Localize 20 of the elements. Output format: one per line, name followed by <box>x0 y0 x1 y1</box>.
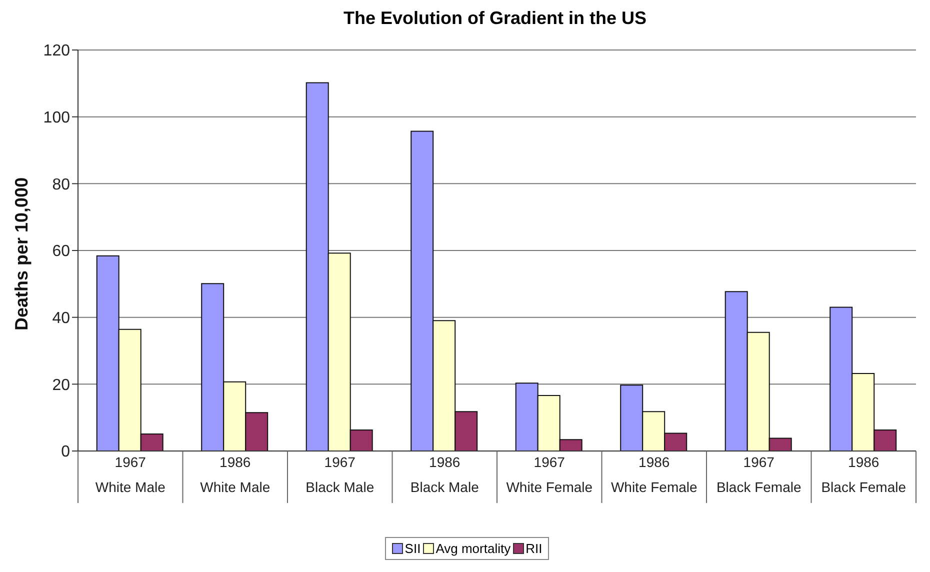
y-tick-label: 80 <box>52 176 70 194</box>
x-tick-label: 1986 Black Male <box>410 454 480 495</box>
chart-title: The Evolution of Gradient in the US <box>342 8 648 30</box>
y-tick-label: 20 <box>52 376 70 394</box>
x-tick-label: 1986 White Female <box>610 454 698 495</box>
y-tick-label: 120 <box>43 42 70 60</box>
x-tick-label: 1967 White Female <box>506 454 593 495</box>
x-tick-label: 1986 White Male <box>200 454 270 495</box>
x-tick-label: 1986 Black Female <box>821 454 906 495</box>
y-tick-label: 100 <box>43 110 70 127</box>
legend-label: Avg mortality <box>434 541 511 556</box>
x-tick-label: 1967 Black Female <box>716 454 802 495</box>
y-tick-label: 60 <box>52 243 70 260</box>
y-tick-label: 0 <box>61 444 70 461</box>
x-tick-label: 1967 White Male <box>95 454 166 495</box>
legend-label: RII <box>524 541 542 556</box>
legend-label: SII <box>404 541 421 556</box>
x-tick-label: 1967 Black Male <box>306 454 374 495</box>
y-axis-title: Deaths per 10,000 <box>11 177 32 330</box>
y-tick-label: 40 <box>52 310 70 328</box>
